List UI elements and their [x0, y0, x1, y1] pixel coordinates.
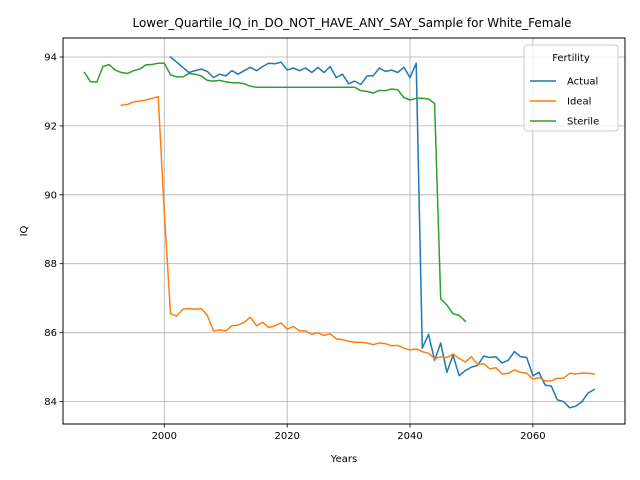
x-tick-label: 2020 — [274, 431, 299, 442]
y-tick-label: 90 — [44, 190, 57, 201]
plot-frame — [62, 37, 626, 425]
y-tick-label: 92 — [44, 121, 57, 132]
legend-entries: Actual Ideal Sterile — [530, 77, 599, 128]
legend-box — [523, 44, 619, 132]
series-lines — [83, 55, 596, 409]
legend-label-sterile: Sterile — [567, 117, 599, 128]
series-line-sterile — [83, 62, 467, 323]
legend-label-ideal: Ideal — [567, 97, 591, 108]
x-axis-label: Years — [330, 454, 357, 465]
chart-title: Lower_Quartile_IQ_in_DO_NOT_HAVE_ANY_SAY… — [132, 16, 571, 30]
y-axis-label: IQ — [19, 225, 30, 236]
legend-label-actual: Actual — [567, 77, 598, 88]
x-tick-label: 2000 — [152, 431, 177, 442]
y-tick-label: 94 — [44, 53, 57, 64]
axis-ticks: 2000 2020 2040 2060 84 86 88 90 92 94 — [44, 53, 545, 443]
y-tick-label: 88 — [44, 259, 57, 270]
y-tick-label: 86 — [44, 328, 57, 339]
legend: Fertility Actual Ideal Sterile — [523, 44, 619, 132]
series-line-ideal — [120, 95, 596, 382]
y-tick-label: 84 — [44, 397, 57, 408]
legend-title: Fertility — [552, 53, 590, 64]
x-tick-label: 2060 — [520, 431, 545, 442]
series-line-actual — [169, 55, 596, 409]
x-tick-label: 2040 — [397, 431, 422, 442]
